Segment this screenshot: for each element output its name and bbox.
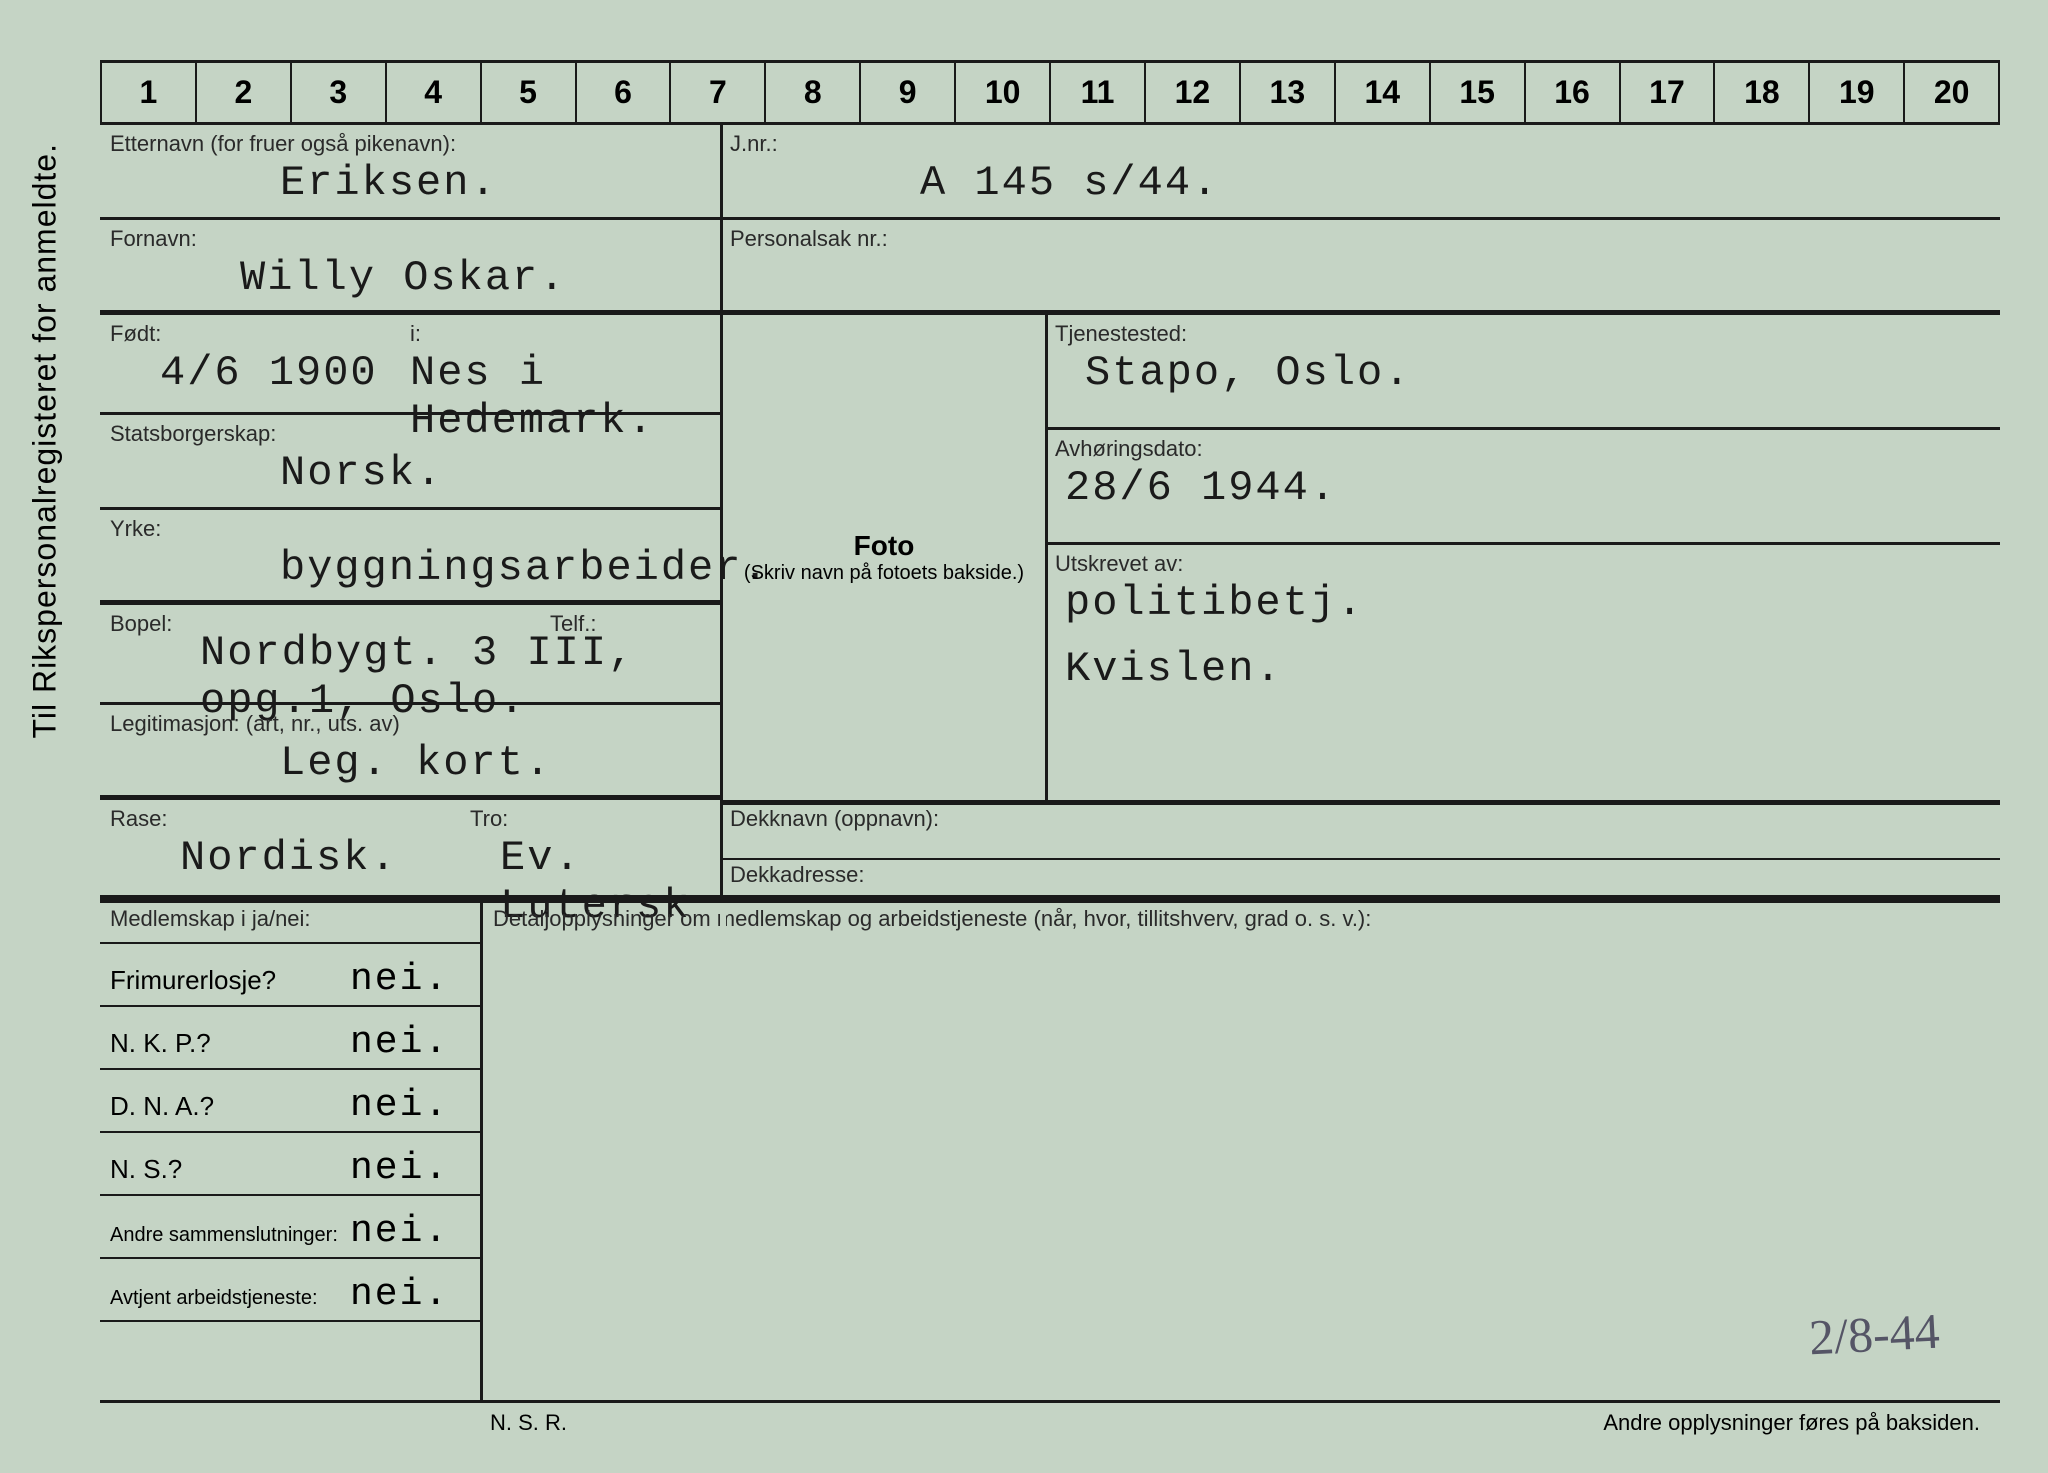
membership-question: N. S.?: [110, 1154, 350, 1185]
etternavn-label: Etternavn (for fruer også pikenavn):: [100, 125, 720, 159]
fodt-label: Født:: [100, 315, 400, 349]
membership-answer: nei.: [350, 1273, 470, 1316]
ruler-tick: 19: [1810, 63, 1905, 122]
membership-section: Medlemskap i ja/nei: Frimurerlosje?nei.N…: [100, 900, 480, 1322]
membership-row: N. S.?nei.: [100, 1133, 480, 1196]
ruler-tick: 5: [482, 63, 577, 122]
personalsak-label: Personalsak nr.:: [720, 220, 2000, 254]
ruler-tick: 4: [387, 63, 482, 122]
rase-label: Rase:: [100, 800, 460, 834]
statsborger-value: Norsk.: [100, 449, 720, 505]
personalsak-cell: Personalsak nr.:: [720, 220, 2000, 315]
ruler-tick: 6: [577, 63, 672, 122]
ruler-tick: 2: [197, 63, 292, 122]
membership-header: Medlemskap i ja/nei:: [100, 900, 480, 944]
membership-answer: nei.: [350, 1021, 470, 1064]
foto-title: Foto: [744, 530, 1024, 562]
avhoringsdato-cell: Avhøringsdato: 28/6 1944.: [1045, 430, 2000, 545]
ruler-tick: 3: [292, 63, 387, 122]
tjenestested-cell: Tjenestested: Stapo, Oslo.: [1045, 315, 2000, 430]
membership-answer: nei.: [350, 1147, 470, 1190]
jnr-label: J.nr.:: [720, 125, 2000, 159]
yrke-value: byggningsarbeider.: [100, 544, 720, 600]
legitimasjon-label: Legitimasjon: (art, nr., uts. av): [100, 705, 720, 739]
membership-answer: nei.: [350, 958, 470, 1001]
fodt-cell: Født: 4/6 1900 i: Nes i Hedemark.: [100, 315, 720, 415]
jnr-cell: J.nr.: A 145 s/44.: [720, 125, 2000, 220]
footer-left: N. S. R.: [490, 1410, 567, 1436]
utskrevet-cell: Utskrevet av: politibetj. Kvislen.: [1045, 545, 2000, 800]
tjenestested-label: Tjenestested:: [1045, 315, 2000, 349]
membership-row: N. K. P.?nei.: [100, 1007, 480, 1070]
rase-tro-cell: Rase: Nordisk. Tro: Ev. Lutersk: [100, 800, 720, 900]
legitimasjon-value: Leg. kort.: [100, 739, 720, 795]
avhoringsdato-value: 28/6 1944.: [1045, 464, 2000, 520]
fornavn-cell: Fornavn: Willy Oskar.: [100, 220, 720, 315]
registration-card: 1234567891011121314151617181920 Etternav…: [100, 30, 2010, 1440]
ruler-tick: 12: [1146, 63, 1241, 122]
ruler-tick: 7: [671, 63, 766, 122]
statsborger-label: Statsborgerskap:: [100, 415, 720, 449]
fornavn-label: Fornavn:: [100, 220, 720, 254]
ruler-tick: 16: [1526, 63, 1621, 122]
footer-right: Andre opplysninger føres på baksiden.: [1603, 1410, 1980, 1436]
ruler-tick: 1: [100, 63, 197, 122]
detail-section: Detaljopplysninger om medlemskap og arbe…: [483, 900, 2000, 942]
membership-question: Frimurerlosje?: [110, 965, 350, 996]
ruler-tick: 11: [1051, 63, 1146, 122]
side-title: Til Rikspersonalregisteret for anmeldte.: [27, 143, 64, 738]
membership-question: N. K. P.?: [110, 1028, 350, 1059]
etternavn-value: Eriksen.: [100, 159, 720, 215]
membership-row: Avtjent arbeidstjeneste:nei.: [100, 1259, 480, 1322]
dekknavn-cell: Dekknavn (oppnavn):: [720, 800, 2000, 860]
rase-value: Nordisk.: [100, 834, 460, 890]
dekkadresse-label: Dekkadresse:: [720, 860, 2000, 890]
foto-subtitle: (Skriv navn på fotoets bakside.): [744, 562, 1024, 585]
membership-answer: nei.: [350, 1210, 470, 1253]
ruler-scale: 1234567891011121314151617181920: [100, 60, 2000, 125]
foto-box: Foto (Skriv navn på fotoets bakside.): [723, 315, 1045, 800]
ruler-tick: 13: [1241, 63, 1336, 122]
tjenestested-value: Stapo, Oslo.: [1045, 349, 2000, 405]
membership-row: D. N. A.?nei.: [100, 1070, 480, 1133]
i-label: i:: [400, 315, 720, 349]
ruler-tick: 14: [1336, 63, 1431, 122]
membership-row: Andre sammenslutninger:nei.: [100, 1196, 480, 1259]
membership-question: D. N. A.?: [110, 1091, 350, 1122]
ruler-tick: 20: [1905, 63, 2000, 122]
utskrevet-value2: Kvislen.: [1045, 635, 2000, 701]
ruler-tick: 8: [766, 63, 861, 122]
ruler-tick: 18: [1715, 63, 1810, 122]
utskrevet-label: Utskrevet av:: [1045, 545, 2000, 579]
membership-answer: nei.: [350, 1084, 470, 1127]
handwritten-date: 2/8-44: [1808, 1302, 1941, 1367]
statsborger-cell: Statsborgerskap: Norsk.: [100, 415, 720, 510]
ruler-tick: 17: [1621, 63, 1716, 122]
jnr-value: A 145 s/44.: [720, 159, 2000, 215]
legitimasjon-cell: Legitimasjon: (art, nr., uts. av) Leg. k…: [100, 705, 720, 800]
bopel-cell: Bopel: Telf.: Nordbygt. 3 III, opg.1, Os…: [100, 605, 720, 705]
dekknavn-label: Dekknavn (oppnavn):: [720, 800, 2000, 834]
detail-header: Detaljopplysninger om medlemskap og arbe…: [483, 900, 2000, 942]
dekkadresse-cell: Dekkadresse:: [720, 860, 2000, 900]
yrke-cell: Yrke: byggningsarbeider.: [100, 510, 720, 605]
membership-question: Avtjent arbeidstjeneste:: [110, 1287, 350, 1309]
divider-horizontal: [100, 1400, 2000, 1403]
ruler-tick: 10: [956, 63, 1051, 122]
ruler-tick: 9: [861, 63, 956, 122]
utskrevet-value1: politibetj.: [1045, 579, 2000, 635]
avhoringsdato-label: Avhøringsdato:: [1045, 430, 2000, 464]
divider-horizontal: [100, 898, 2000, 903]
ruler-tick: 15: [1431, 63, 1526, 122]
fodt-value: 4/6 1900: [100, 349, 400, 405]
yrke-label: Yrke:: [100, 510, 720, 544]
membership-row: Frimurerlosje?nei.: [100, 944, 480, 1007]
membership-question: Andre sammenslutninger:: [110, 1224, 350, 1246]
vline-mask: [720, 903, 726, 1403]
fornavn-value: Willy Oskar.: [100, 254, 720, 310]
divider-vertical: [480, 900, 483, 1400]
etternavn-cell: Etternavn (for fruer også pikenavn): Eri…: [100, 125, 720, 220]
tro-label: Tro:: [460, 800, 720, 834]
